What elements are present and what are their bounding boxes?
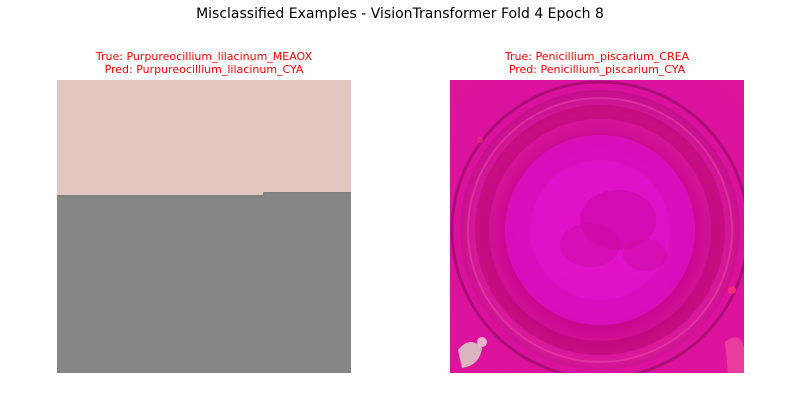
figure-title: Misclassified Examples - VisionTransform…	[196, 6, 604, 22]
example-1-caption: True: Purpureocillium_lilacinum_MEAOX Pr…	[57, 50, 351, 76]
example-2-caption: True: Penicillium_piscarium_CREA Pred: P…	[450, 50, 744, 76]
example-1-pred-label: Pred: Purpureocillium_lilacinum_CYA	[104, 63, 304, 76]
example-2-true-label: True: Penicillium_piscarium_CREA	[504, 50, 690, 63]
example-1-true-label: True: Purpureocillium_lilacinum_MEAOX	[95, 50, 313, 63]
example-2-image	[450, 80, 744, 373]
example-2-pred-label: Pred: Penicillium_piscarium_CYA	[508, 63, 686, 76]
example-1-image	[57, 80, 351, 373]
